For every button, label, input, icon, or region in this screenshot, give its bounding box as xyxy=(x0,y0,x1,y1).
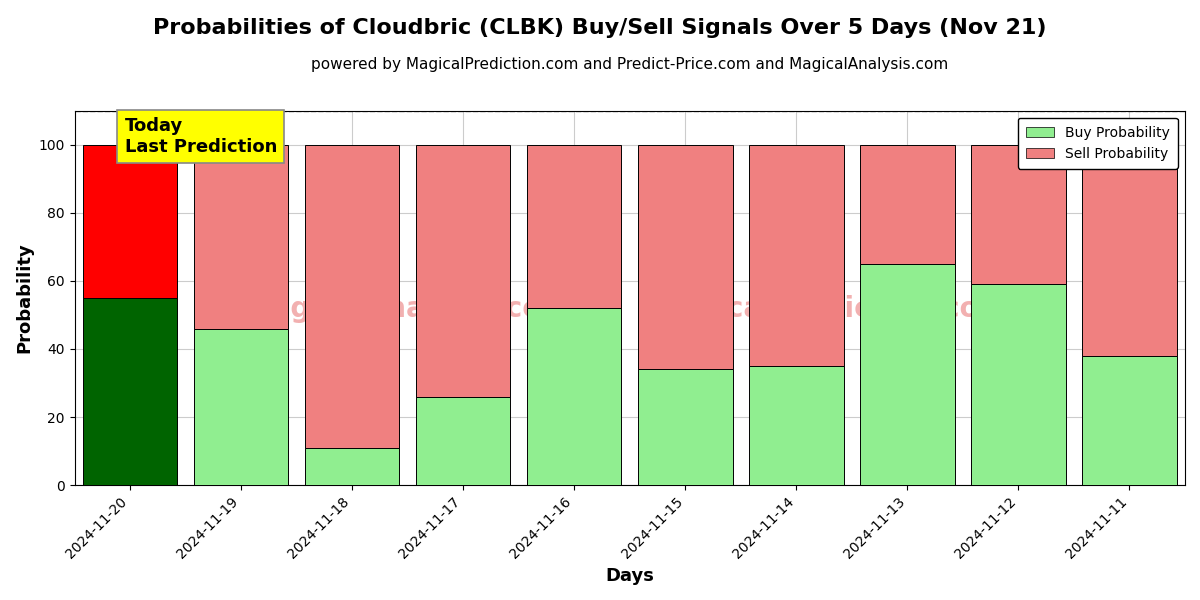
Bar xyxy=(638,370,732,485)
Y-axis label: Probability: Probability xyxy=(16,242,34,353)
Bar xyxy=(971,284,1066,485)
Text: MagicalAnalysis.com: MagicalAnalysis.com xyxy=(245,295,571,323)
Bar xyxy=(305,145,400,448)
Bar xyxy=(305,448,400,485)
Title: powered by MagicalPrediction.com and Predict-Price.com and MagicalAnalysis.com: powered by MagicalPrediction.com and Pre… xyxy=(311,57,948,72)
Bar xyxy=(749,366,844,485)
Bar xyxy=(416,397,510,485)
Bar xyxy=(638,145,732,370)
Bar xyxy=(527,145,622,308)
Legend: Buy Probability, Sell Probability: Buy Probability, Sell Probability xyxy=(1018,118,1178,169)
Bar xyxy=(527,308,622,485)
X-axis label: Days: Days xyxy=(605,567,654,585)
Bar xyxy=(1082,356,1177,485)
Bar xyxy=(194,329,288,485)
Bar xyxy=(1082,145,1177,356)
Text: Today
Last Prediction: Today Last Prediction xyxy=(125,118,277,156)
Text: Probabilities of Cloudbric (CLBK) Buy/Sell Signals Over 5 Days (Nov 21): Probabilities of Cloudbric (CLBK) Buy/Se… xyxy=(154,18,1046,38)
Bar xyxy=(860,264,955,485)
Bar xyxy=(83,298,178,485)
Bar xyxy=(860,145,955,264)
Bar xyxy=(83,145,178,298)
Bar xyxy=(971,145,1066,284)
Bar xyxy=(194,145,288,329)
Bar xyxy=(416,145,510,397)
Text: MagicalPrediction.com: MagicalPrediction.com xyxy=(652,295,1008,323)
Bar xyxy=(749,145,844,366)
